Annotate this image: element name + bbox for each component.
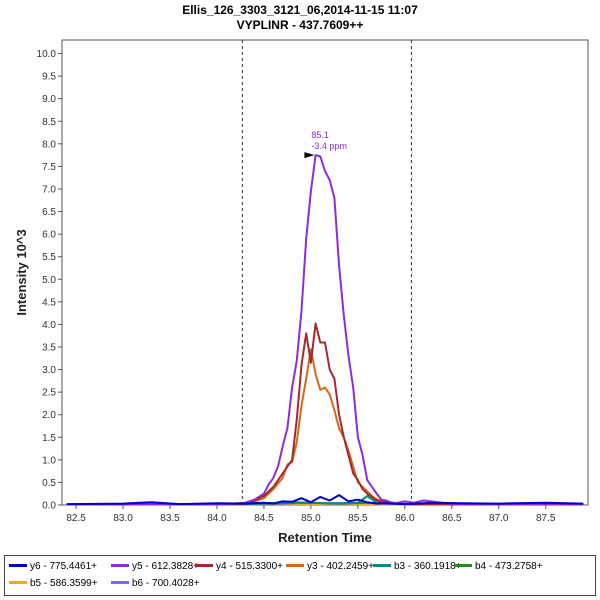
- y-tick-label: 6.5: [42, 207, 56, 218]
- peak-ppm-label: -3.4 ppm: [311, 141, 347, 151]
- legend-label: y4 - 515.3300+: [216, 561, 283, 572]
- legend-swatch: [454, 563, 472, 567]
- legend-swatch: [111, 580, 129, 584]
- x-tick-label: 85.0: [301, 513, 321, 524]
- y-tick-label: 2.5: [42, 388, 56, 399]
- legend-swatch: [9, 580, 27, 584]
- y-tick-label: 4.0: [42, 320, 56, 331]
- legend-label: b6 - 700.4028+: [132, 578, 200, 589]
- legend-label: b4 - 473.2758+: [475, 561, 543, 572]
- y-tick-label: 1.5: [42, 433, 56, 444]
- y-tick-label: 4.5: [42, 297, 56, 308]
- x-tick-label: 87.0: [489, 513, 509, 524]
- series-line-y4: [66, 322, 584, 506]
- legend-item: y6 - 775.4461+: [9, 560, 97, 574]
- legend-swatch: [373, 563, 391, 567]
- legend-item: y3 - 402.2459+: [286, 560, 374, 574]
- legend-item: b6 - 700.4028+: [111, 577, 200, 591]
- legend-label: b3 - 360.1918+: [394, 561, 462, 572]
- x-tick-label: 85.5: [348, 513, 368, 524]
- y-tick-label: 5.5: [42, 252, 56, 263]
- x-tick-label: 84.5: [254, 513, 274, 524]
- x-tick-label: 86.5: [442, 513, 462, 524]
- y-tick-label: 6.0: [42, 230, 56, 241]
- x-axis-label: Retention Time: [278, 530, 372, 545]
- y-tick-label: 7.5: [42, 162, 56, 173]
- y-tick-label: 3.0: [42, 365, 56, 376]
- series-line-y6: [66, 494, 584, 506]
- legend-swatch: [111, 563, 129, 567]
- x-tick-label: 82.5: [66, 513, 86, 524]
- chart-title: Ellis_126_3303_3121_06,2014-11-15 11:07: [182, 3, 418, 17]
- y-tick-label: 7.0: [42, 184, 56, 195]
- y-tick-label: 10.0: [37, 49, 57, 60]
- y-tick-label: 5.0: [42, 275, 56, 286]
- plot-area: [61, 39, 589, 506]
- chart-subtitle: VYPLINR - 437.7609++: [236, 18, 364, 32]
- legend-item: y5 - 612.3828+: [111, 560, 199, 574]
- legend-label: y3 - 402.2459+: [307, 561, 374, 572]
- legend-item: b5 - 586.3599+: [9, 577, 98, 591]
- x-tick-label: 84.0: [207, 513, 227, 524]
- legend-swatch: [286, 563, 304, 567]
- legend-item: b3 - 360.1918+: [373, 560, 462, 574]
- legend-label: y5 - 612.3828+: [132, 561, 199, 572]
- y-tick-label: 8.5: [42, 117, 56, 128]
- legend-item: b4 - 473.2758+: [454, 560, 543, 574]
- x-tick-label: 83.0: [113, 513, 133, 524]
- y-tick-label: 1.0: [42, 455, 56, 466]
- y-tick-label: 0.5: [42, 478, 56, 489]
- y-tick-label: 9.0: [42, 94, 56, 105]
- y-tick-label: 0.0: [42, 501, 56, 512]
- y-tick-label: 3.5: [42, 342, 56, 353]
- peak-arrow: [304, 152, 315, 159]
- x-tick-label: 86.0: [395, 513, 415, 524]
- y-tick-label: 8.0: [42, 139, 56, 150]
- legend-swatch: [9, 563, 27, 567]
- y-axis-label: Intensity 10^3: [14, 229, 29, 315]
- legend-label: y6 - 775.4461+: [30, 561, 97, 572]
- legend-item: y4 - 515.3300+: [195, 560, 283, 574]
- x-tick-label: 83.5: [160, 513, 180, 524]
- x-tick-label: 87.5: [536, 513, 556, 524]
- peak-rt-label: 85.1: [311, 130, 329, 140]
- y-tick-label: 9.5: [42, 72, 56, 83]
- series-line-y5: [66, 154, 584, 506]
- legend: y6 - 775.4461+ y5 - 612.3828+ y4 - 515.330…: [4, 555, 596, 596]
- legend-swatch: [195, 563, 213, 567]
- legend-label: b5 - 586.3599+: [30, 578, 98, 589]
- y-tick-label: 2.0: [42, 410, 56, 421]
